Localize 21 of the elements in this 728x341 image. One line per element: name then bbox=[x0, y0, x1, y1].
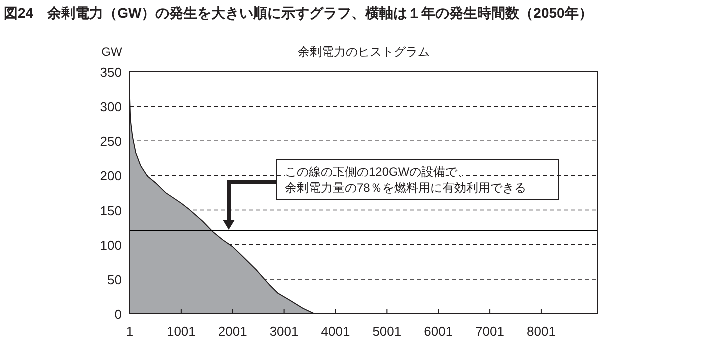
x-tick-label: 3001 bbox=[270, 324, 299, 339]
y-tick-label: 150 bbox=[100, 203, 122, 218]
x-tick-label: 1 bbox=[126, 324, 134, 339]
y-tick-label: 0 bbox=[114, 307, 122, 322]
x-tick-label: 7001 bbox=[476, 324, 504, 339]
y-tick-label: 100 bbox=[100, 238, 122, 253]
x-tick-label: 8001 bbox=[527, 324, 556, 339]
x-tick-label: 6001 bbox=[424, 324, 454, 339]
x-tick-label: 2001 bbox=[218, 324, 248, 339]
annotation: 余剰電力量の78％を燃料用に有効利用できる bbox=[285, 181, 526, 195]
x-tick-label: 4001 bbox=[321, 324, 350, 339]
x-tick-label: 1001 bbox=[166, 324, 196, 339]
y-tick-label: 200 bbox=[100, 168, 122, 184]
y-axis-title: GW bbox=[102, 45, 123, 59]
y-tick-label: 250 bbox=[100, 134, 122, 150]
y-tick-label: 50 bbox=[108, 272, 122, 288]
y-tick-label: 300 bbox=[100, 100, 122, 115]
x-tick-label: 5001 bbox=[372, 324, 402, 339]
chart-subtitle: 余剰電力のヒストグラム bbox=[298, 45, 430, 59]
y-tick-label: 350 bbox=[100, 65, 122, 80]
chart-title: 図24 余剰電力（GW）の発生を大きい順に示すグラフ、横軸は１年の発生時間数（2050年） bbox=[4, 5, 593, 21]
